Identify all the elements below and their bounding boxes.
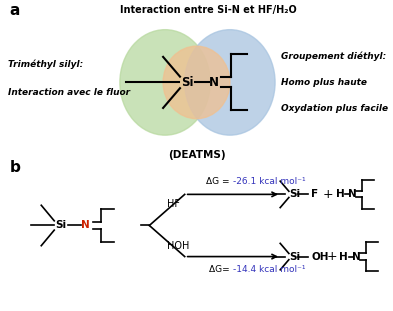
Text: H: H	[340, 252, 348, 262]
Text: +: +	[327, 250, 338, 263]
Text: ΔG =: ΔG =	[206, 177, 233, 186]
Text: Oxydation plus facile: Oxydation plus facile	[281, 104, 388, 113]
Text: Si: Si	[289, 252, 300, 262]
Text: Triméthyl silyl:: Triméthyl silyl:	[8, 59, 83, 69]
Text: HF: HF	[167, 199, 180, 210]
Ellipse shape	[120, 30, 210, 135]
Ellipse shape	[163, 46, 230, 119]
Text: N: N	[352, 252, 361, 262]
Text: Groupement diéthyl:: Groupement diéthyl:	[281, 51, 386, 61]
Text: Si: Si	[182, 76, 194, 89]
Text: a: a	[10, 3, 20, 18]
Text: +: +	[323, 188, 334, 201]
Text: N: N	[209, 76, 219, 89]
Text: (DEATMS): (DEATMS)	[168, 150, 225, 160]
Text: ΔG=: ΔG=	[209, 265, 233, 274]
Text: Interaction entre Si-N et HF/H₂O: Interaction entre Si-N et HF/H₂O	[120, 5, 297, 15]
Text: N: N	[348, 189, 357, 199]
Text: -14.4 kcal mol⁻¹: -14.4 kcal mol⁻¹	[233, 265, 305, 274]
Text: OH: OH	[311, 252, 329, 262]
Text: HOH: HOH	[167, 241, 189, 252]
Text: b: b	[10, 160, 21, 175]
Text: H: H	[336, 189, 344, 199]
Text: Si: Si	[55, 220, 66, 230]
Text: -26.1 kcal mol⁻¹: -26.1 kcal mol⁻¹	[233, 177, 305, 186]
Text: Homo plus haute: Homo plus haute	[281, 78, 367, 87]
Text: F: F	[311, 189, 318, 199]
Text: Interaction avec le fluor: Interaction avec le fluor	[8, 88, 130, 97]
Text: Si: Si	[289, 189, 300, 199]
Ellipse shape	[185, 30, 275, 135]
Text: N: N	[81, 220, 90, 230]
